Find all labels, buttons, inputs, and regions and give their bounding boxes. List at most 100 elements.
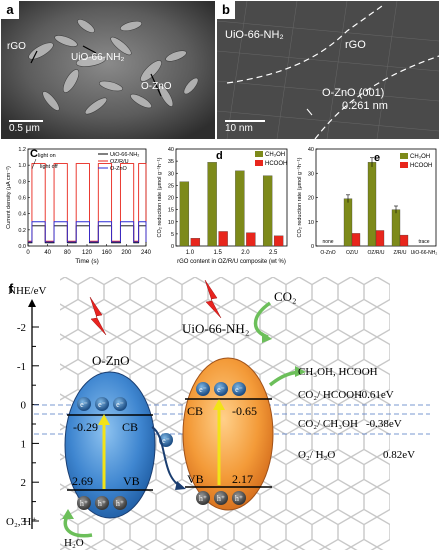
series-line <box>28 221 147 243</box>
legend-swatch <box>400 153 408 159</box>
hole <box>113 496 127 510</box>
y-tick-label: 0.6 <box>18 196 26 202</box>
annotation-light-off: light off <box>40 164 58 170</box>
y-tick-label: 30 <box>308 171 314 177</box>
lattice-spacing-label: 0.261 nm <box>342 100 388 112</box>
electron <box>196 382 210 396</box>
x-tick-label: O-ZnO <box>320 250 335 256</box>
co2-label: CO₂ <box>274 289 297 304</box>
o-zno-name: O-ZnO <box>92 353 130 368</box>
o-zno-label: O-ZnO <box>141 81 172 92</box>
y-axis-label: Current density (μA cm⁻²) <box>6 166 12 229</box>
annotation-arrow <box>31 158 37 170</box>
rgo-label: rGO <box>7 41 26 52</box>
redox-potential-value: -0.38eV <box>366 418 402 430</box>
chart-e: 0 10 20 30 40 O-ZnO OZ/U OZ/R/U Z/R/U UiO-66-NH₂ n… <box>297 147 437 256</box>
y-tick-label: 10 <box>168 220 174 226</box>
uio-name: UiO-66-NH₂ <box>182 321 249 336</box>
uio-vb-label: VB <box>187 472 204 486</box>
legend-label: HCOOH <box>265 161 287 167</box>
legend-swatch <box>255 151 263 157</box>
bar <box>399 234 409 247</box>
x-tick-label: 2.5 <box>269 250 278 256</box>
y-axis-label: CO₂ reduction rate (μmol g⁻¹h⁻¹) <box>297 157 303 237</box>
x-tick-label: OZ/U <box>346 250 358 256</box>
electron <box>232 382 246 396</box>
arrow-head <box>175 481 186 490</box>
legend-label: CH₃OH <box>410 154 430 160</box>
category-note: trace <box>418 239 429 245</box>
light-bolt-right <box>204 279 222 319</box>
bar <box>207 162 217 247</box>
axis-arrow <box>28 299 36 307</box>
series-line <box>28 225 147 244</box>
panel-d-letter: d <box>216 150 223 162</box>
legend-label: UiO-66-NH₂ <box>110 152 139 158</box>
redox-couple-label: CO₂/ CH₃OH <box>298 418 358 430</box>
bar <box>235 170 245 247</box>
bar <box>343 198 353 247</box>
uio-particle <box>182 357 274 511</box>
bar <box>375 230 385 247</box>
hole <box>95 496 109 510</box>
o-zno-particle <box>64 371 156 519</box>
arrow-head <box>213 399 225 410</box>
series-line <box>28 163 147 242</box>
light-bolt-left <box>89 296 107 336</box>
band-diagram-svg: NHE/eV -2 -1 0 1 2 3 O-ZnO UiO-66-NH₂ -0.29 CB 2.69… <box>6 277 430 550</box>
bar <box>262 175 273 247</box>
y-tick-label: 40 <box>308 147 314 153</box>
electron <box>113 397 127 411</box>
redox-potential-value: 0.82eV <box>383 449 415 461</box>
x-tick-label: 120 <box>82 250 93 256</box>
uio-vb-value: 2.17 <box>232 472 253 486</box>
axis-tick-label: 0 <box>21 400 27 412</box>
x-tick-label: 2.0 <box>241 250 250 256</box>
category-note: none <box>322 239 333 245</box>
redox-couple-label: O₂/ H₂O <box>298 449 335 461</box>
bar <box>391 209 401 247</box>
electron-label: e⁻ <box>80 400 88 409</box>
axis-tick-label: -1 <box>17 361 26 373</box>
y-tick-label: 1.0 <box>18 163 26 169</box>
legend-label: OZ/R/U <box>110 159 129 165</box>
y-tick-label: 30 <box>168 171 174 177</box>
y-tick-label: 20 <box>308 196 314 202</box>
y-tick-label: 0 <box>171 244 174 250</box>
panel-b-tem-image: b UiO-66-NH₂ rGO O-ZnO (001) 0.261 nm 10… <box>217 1 439 139</box>
legend-label: CH₃OH <box>265 152 285 158</box>
y-tick-label: 10 <box>308 220 314 226</box>
bar <box>273 235 284 247</box>
hole <box>232 491 246 505</box>
axis-tick-label: 1 <box>21 438 27 450</box>
x-tick-label: Z/R/U <box>393 250 406 256</box>
panel-f-letter: f <box>8 281 14 296</box>
x-tick-label: 160 <box>102 250 113 256</box>
scale-bar-label: 10 nm <box>225 123 253 134</box>
x-tick-label: 80 <box>64 250 71 256</box>
hole-label: h⁺ <box>199 494 207 503</box>
chart-d: 0 5 10 15 20 25 30 35 40 1.0 1.5 2.0 2.5 rGO content … <box>157 147 288 265</box>
panel-a-sem-image: a rGO UiO-66-NH₂ O-ZnO 0.5 μm <box>1 1 215 139</box>
x-tick-label: 1.5 <box>213 250 222 256</box>
y-tick-label: 25 <box>168 183 174 189</box>
y-tick-label: 0.4 <box>18 212 26 218</box>
electron-label: e⁻ <box>217 385 225 394</box>
hole-label: h⁺ <box>80 499 88 508</box>
y-tick-label: 0.2 <box>18 228 26 234</box>
bar <box>351 233 361 247</box>
panel-e-letter: e <box>374 152 380 164</box>
hole-label: h⁺ <box>116 499 124 508</box>
product-label: CH₃OH, HCOOH <box>298 366 378 378</box>
arrow-head <box>262 332 272 343</box>
panel-a-letter: a <box>1 1 19 19</box>
o-zno-label: O-ZnO (001) <box>322 87 385 99</box>
axis-label: NHE/eV <box>8 285 47 297</box>
electron-label: e⁻ <box>235 385 243 394</box>
o-zno-vb-label: VB <box>123 474 140 488</box>
arrow-head <box>295 366 306 377</box>
hole-label: h⁺ <box>98 499 106 508</box>
electron <box>214 382 228 396</box>
y-tick-label: 40 <box>168 147 174 153</box>
x-tick-label: 240 <box>141 250 152 256</box>
